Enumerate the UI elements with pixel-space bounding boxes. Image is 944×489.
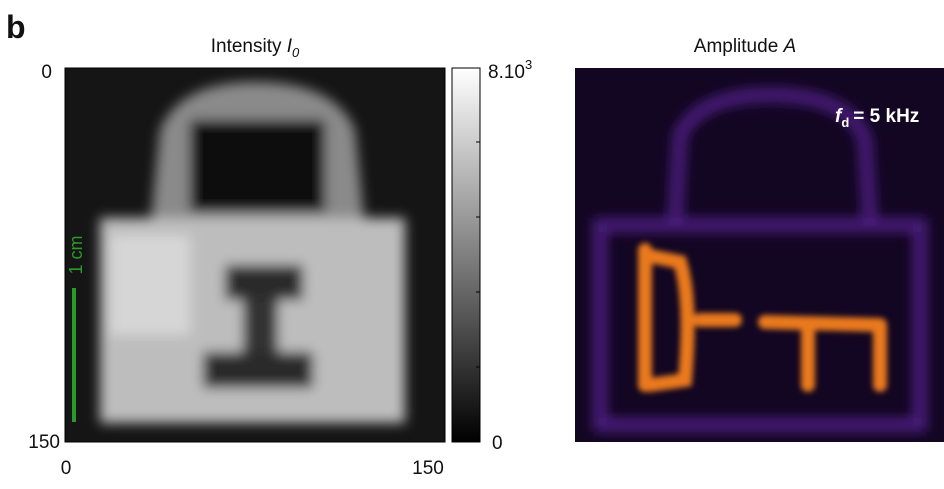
title-word: Amplitude [694,36,779,57]
intensity-image [65,68,445,442]
annotation-text: = 5 kHz [853,106,919,127]
panel-label: b [6,9,26,45]
right-title: Amplitude A [694,36,796,57]
colorbar-max-exp: 3 [525,57,532,72]
colorbar-min: 0 [492,433,503,454]
left-title: Intensity I0 [211,36,300,60]
scale-bar-label: 1 cm [66,235,86,274]
colorbar-max-base: 8.10 [488,62,525,83]
x-left-label: 0 [61,458,72,479]
title-symbol: A [783,36,797,57]
annotation-subscript: d [841,115,849,130]
figure: b Intensity I0 1 cm 0 150 0 150 8.103 0 … [0,0,944,484]
y-bottom-label: 150 [28,432,60,453]
x-right-label: 150 [412,458,444,479]
title-subscript: 0 [292,45,300,60]
y-top-label: 0 [41,62,52,83]
title-word: Intensity [211,36,282,57]
colorbar-max: 8.103 [488,57,532,83]
colorbar [452,68,480,442]
